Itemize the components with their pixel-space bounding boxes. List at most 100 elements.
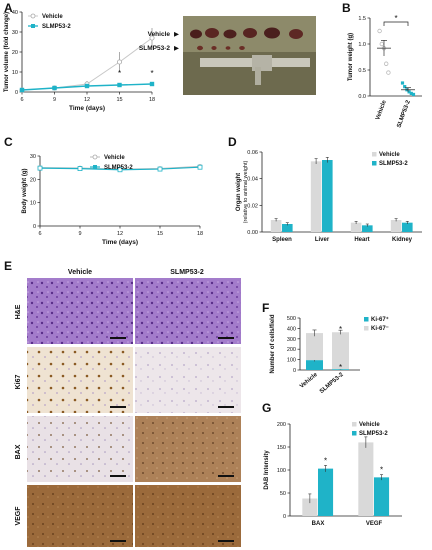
x-tick-label: 6	[38, 231, 41, 237]
significance-star: *	[324, 456, 327, 465]
x-tick-label: 15	[116, 97, 122, 103]
y-tick-label: 0.04	[247, 177, 258, 183]
panel-letter-f: F	[262, 301, 269, 315]
data-point-vehicle	[377, 28, 382, 34]
data-point-slmp	[407, 90, 411, 94]
ki67-legend-label: Ki-67⁺	[371, 316, 389, 323]
micro-row-bax: BAX	[15, 444, 22, 459]
x-tick-label: BAX	[312, 521, 325, 527]
y-tick-label: 1.5	[358, 16, 366, 22]
tumor-vehicle-5	[264, 27, 280, 39]
legend-marker-vehicle	[30, 13, 36, 19]
significance-star: *	[150, 69, 153, 78]
x-tick-label: Liver	[315, 237, 330, 243]
micrograph-ki67-vehicle	[27, 347, 133, 413]
bar-vehicle	[358, 442, 374, 516]
tumor-vehicle-3	[223, 29, 237, 39]
y-tick-label: 100	[287, 358, 296, 364]
micrograph-bax-vehicle	[27, 416, 133, 482]
micrograph-bax-slmp	[135, 416, 241, 482]
data-point-slmp	[149, 81, 155, 87]
x-axis-label: Time (days)	[69, 105, 105, 112]
bar-slmp	[402, 222, 413, 232]
significance-star: *	[339, 363, 342, 372]
scale-bar	[110, 475, 126, 477]
x-tick-label: 12	[84, 97, 90, 103]
y-tick-label: 400	[287, 326, 296, 332]
bar-vehicle	[390, 220, 402, 232]
x-axis-label: Time (days)	[102, 239, 138, 246]
y-tick-label: 300	[287, 337, 296, 343]
y-tick-label: 0	[33, 224, 36, 230]
bar-slmp	[322, 160, 333, 232]
x-tick-label: SLMP53-2	[396, 99, 412, 129]
scale-bar	[110, 540, 126, 542]
x-tick-label: Spleen	[272, 237, 292, 243]
y-axis-label-line2: (relative to animal weight)	[243, 161, 249, 224]
dab-legend-swatch	[352, 422, 357, 427]
significance-star: *	[339, 325, 342, 334]
data-point-vehicle	[379, 41, 384, 47]
tumor-slmp-2	[211, 46, 217, 50]
x-tick-label: 18	[197, 231, 203, 237]
organ-legend-label: Vehicle	[379, 152, 400, 158]
data-point-vehicle	[384, 61, 389, 66]
data-point-slmp	[117, 167, 123, 173]
data-point-slmp	[77, 166, 83, 172]
x-tick-label: 12	[117, 231, 123, 237]
y-tick-label: 0.00	[247, 230, 258, 236]
micro-row-ki67: Ki67	[15, 375, 22, 390]
photo-label-vehicle: Vehicle	[148, 31, 171, 38]
y-tick-label: 30	[30, 154, 36, 160]
y-tick-label: 0.5	[358, 68, 366, 74]
ki67-legend-swatch	[364, 317, 369, 322]
legend-marker-slmp	[93, 165, 97, 169]
y-tick-label: 200	[287, 347, 296, 353]
y-tick-label: 150	[277, 445, 286, 451]
y-axis-label: Tumor volume (fold change)	[4, 12, 10, 92]
stacked-bar-ki67-neg	[332, 332, 349, 370]
caliper-jaw	[255, 67, 261, 85]
panel-letter-d: D	[228, 135, 237, 149]
legend-marker-vehicle	[92, 154, 98, 160]
scale-bar	[218, 540, 234, 542]
x-tick-label: 9	[53, 97, 56, 103]
data-point-vehicle	[386, 70, 391, 75]
y-tick-label: 0.0	[358, 94, 366, 100]
significance-star: *	[380, 466, 383, 475]
tumor-vehicle-1	[190, 29, 202, 39]
y-tick-label: 30	[12, 30, 18, 36]
y-tick-label: 100	[277, 468, 286, 474]
micrograph-vegf-slmp	[135, 485, 241, 547]
y-tick-label: 0	[293, 368, 296, 374]
data-point-slmp	[409, 91, 413, 95]
y-tick-label: 0.02	[247, 203, 258, 209]
data-point-slmp	[117, 82, 122, 88]
x-tick-label: 18	[149, 97, 155, 103]
tumor-vehicle-4	[243, 28, 257, 38]
panel-letter-b: B	[342, 1, 351, 15]
tumor-slmp-3	[225, 46, 231, 50]
tumor-vehicle-6	[289, 29, 303, 39]
scale-bar	[110, 337, 126, 339]
y-tick-label: 500	[287, 316, 296, 322]
y-tick-label: 0	[283, 514, 286, 520]
scale-bar	[110, 406, 126, 408]
legend-marker-slmp	[31, 24, 35, 28]
y-tick-label: 20	[12, 50, 18, 56]
y-axis-label: Number of cells/field	[270, 314, 276, 373]
scale-bar	[218, 406, 234, 408]
y-tick-label: 40	[12, 10, 18, 16]
micrograph-he-slmp	[135, 278, 241, 344]
photo-label-slmp: SLMP53-2	[139, 45, 170, 52]
chart-dab-intensity: 0 50 100 150 200 BAX VEGF DAB Intensity * * Vehicl…	[264, 422, 402, 527]
data-point-vehicle	[117, 59, 123, 65]
dab-legend-label: SLMP53-2	[359, 431, 388, 437]
data-point-slmp	[37, 165, 43, 171]
x-tick-label: Kidney	[392, 237, 413, 243]
x-tick-label: 15	[157, 231, 163, 237]
y-axis-label: Body weight (g)	[22, 169, 28, 214]
x-tick-label: 9	[78, 231, 81, 237]
data-point-vehicle	[149, 35, 155, 41]
